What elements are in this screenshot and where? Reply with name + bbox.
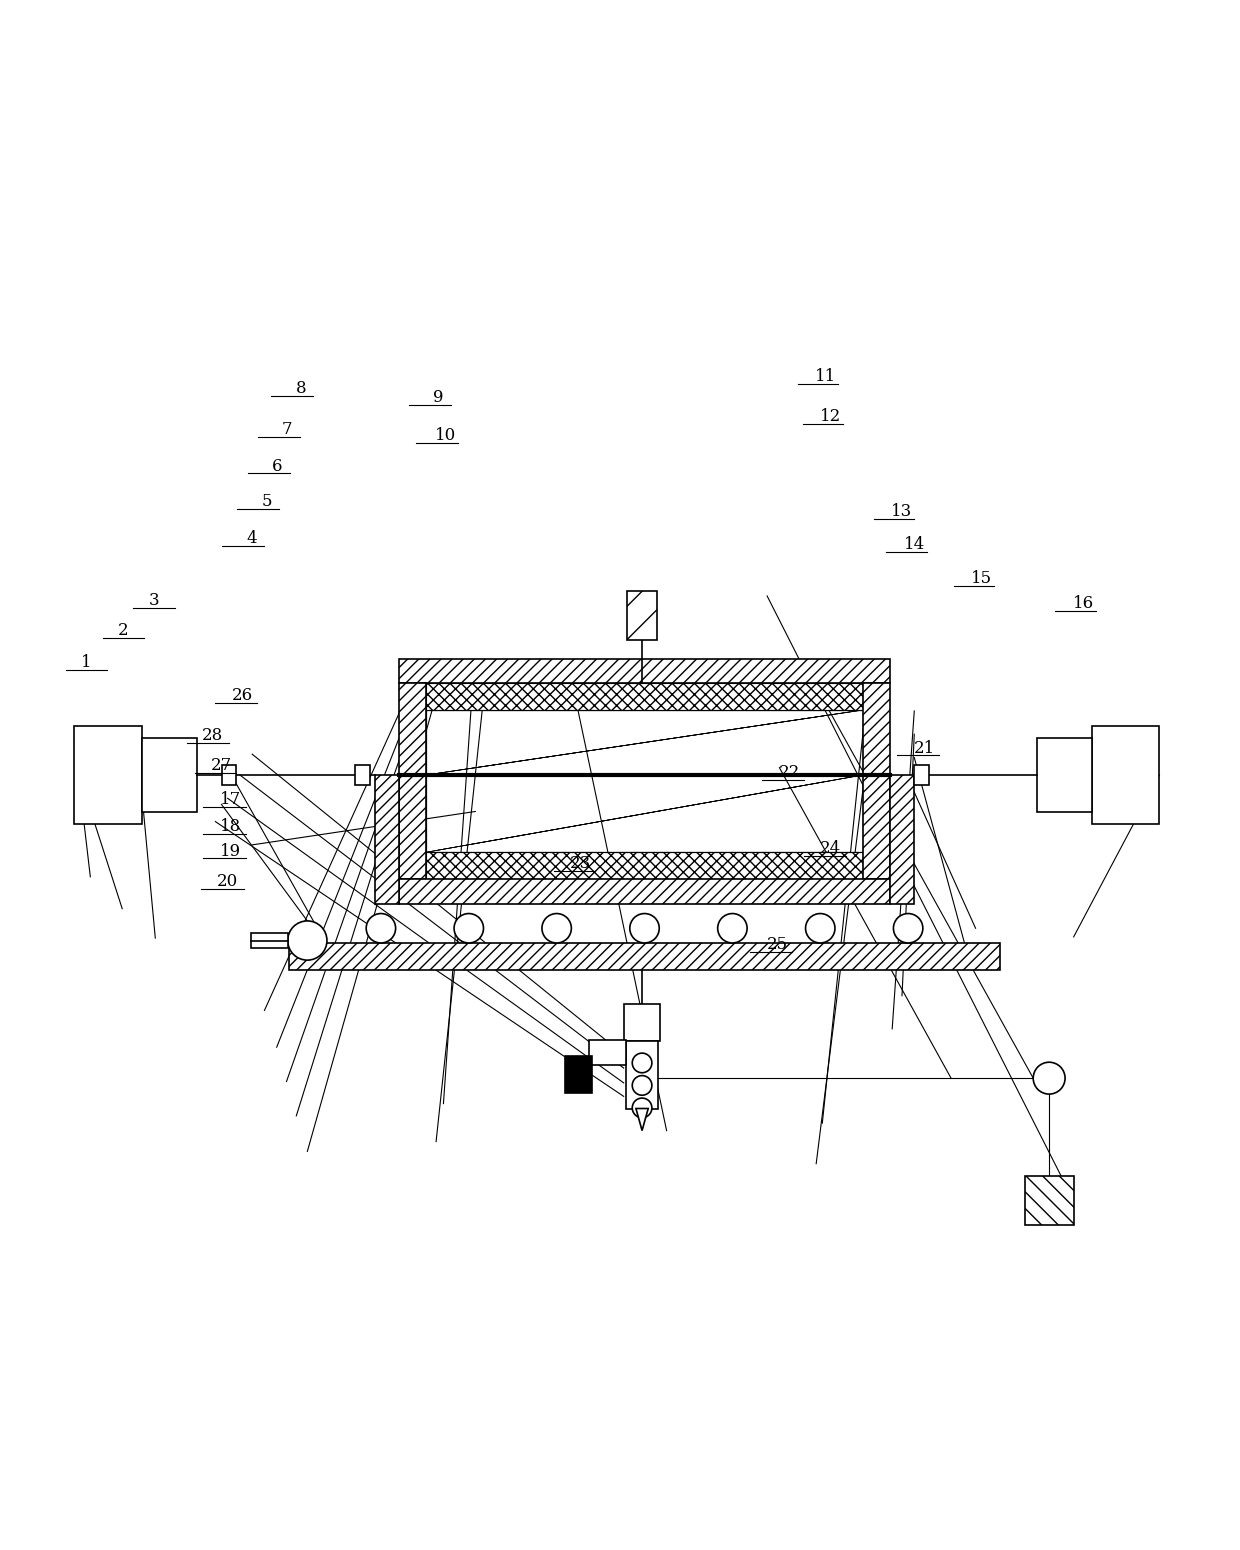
- Text: 19: 19: [219, 843, 241, 860]
- Circle shape: [1033, 1062, 1065, 1094]
- Circle shape: [632, 1052, 652, 1073]
- Text: 17: 17: [219, 790, 241, 808]
- Text: 9: 9: [433, 389, 444, 406]
- Text: 28: 28: [202, 727, 223, 744]
- Text: 25: 25: [766, 936, 787, 953]
- Bar: [427, 684, 863, 710]
- Text: 27: 27: [211, 756, 232, 773]
- Bar: [374, 775, 399, 904]
- Bar: [427, 710, 863, 775]
- Text: 1: 1: [82, 654, 92, 671]
- Bar: [74, 725, 141, 825]
- Circle shape: [542, 913, 572, 942]
- Bar: [222, 766, 237, 784]
- Text: 22: 22: [779, 764, 800, 781]
- Circle shape: [806, 913, 835, 942]
- Bar: [289, 942, 1001, 970]
- Text: 8: 8: [296, 380, 306, 397]
- Bar: [589, 1040, 626, 1065]
- Bar: [141, 738, 197, 812]
- Bar: [399, 684, 427, 775]
- Text: 18: 18: [219, 818, 241, 835]
- Text: 24: 24: [821, 840, 842, 857]
- Circle shape: [632, 1097, 652, 1118]
- Text: 16: 16: [1073, 595, 1094, 612]
- Text: 13: 13: [892, 502, 913, 519]
- Bar: [863, 684, 890, 775]
- Text: 7: 7: [281, 420, 291, 437]
- Bar: [399, 879, 890, 904]
- Text: 20: 20: [217, 873, 238, 890]
- Bar: [427, 853, 863, 879]
- Circle shape: [366, 913, 396, 942]
- Text: 11: 11: [816, 367, 837, 384]
- Bar: [914, 766, 929, 784]
- Text: 2: 2: [118, 622, 129, 639]
- Bar: [863, 775, 890, 879]
- Bar: [1024, 1176, 1074, 1226]
- Text: 3: 3: [149, 592, 160, 609]
- Bar: [624, 1004, 661, 1042]
- Bar: [565, 1057, 591, 1093]
- Text: 26: 26: [232, 687, 253, 704]
- Text: 14: 14: [904, 536, 925, 553]
- Text: 5: 5: [262, 493, 272, 510]
- Bar: [355, 766, 370, 784]
- Text: 21: 21: [914, 739, 935, 756]
- Circle shape: [718, 913, 748, 942]
- Polygon shape: [636, 1108, 649, 1130]
- Circle shape: [632, 1076, 652, 1096]
- Circle shape: [454, 913, 484, 942]
- Text: 6: 6: [272, 457, 281, 474]
- Bar: [890, 775, 914, 904]
- Text: 10: 10: [435, 426, 456, 443]
- Circle shape: [630, 913, 660, 942]
- Circle shape: [288, 921, 327, 959]
- Bar: [399, 775, 427, 879]
- Text: 15: 15: [971, 570, 992, 587]
- Bar: [626, 1042, 658, 1108]
- Text: 23: 23: [570, 854, 591, 871]
- Bar: [1037, 738, 1092, 812]
- Bar: [427, 710, 863, 775]
- Bar: [399, 659, 890, 684]
- Circle shape: [894, 913, 923, 942]
- Text: 12: 12: [821, 409, 842, 426]
- Bar: [250, 933, 288, 949]
- Bar: [427, 775, 863, 853]
- Bar: [1092, 725, 1159, 825]
- Bar: [427, 775, 863, 853]
- Text: 4: 4: [247, 530, 258, 547]
- Bar: [627, 591, 657, 640]
